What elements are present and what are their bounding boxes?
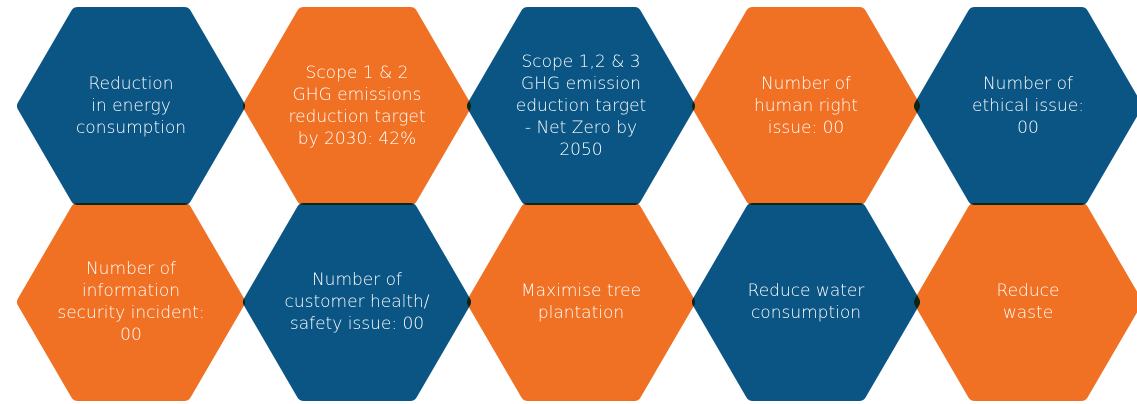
hexagon-label: Reduction xyxy=(89,74,174,94)
hexagon-label: Reduce xyxy=(997,281,1060,301)
hexagon-label: GHG emissions xyxy=(293,85,422,105)
hexagon-label: Number of xyxy=(86,259,176,279)
hexagon-label: Number of xyxy=(312,270,402,290)
hexagon-label: issue: 00 xyxy=(768,118,844,138)
hexagon-label: in energy xyxy=(91,96,171,116)
hexagon xyxy=(17,7,245,205)
hexagon-label: waste xyxy=(1003,303,1053,323)
hexagon-label: eduction target xyxy=(516,96,646,116)
hexagon-label: consumption xyxy=(76,118,186,138)
hexagon xyxy=(692,7,920,205)
hexagon-label: Scope 1 & 2 xyxy=(306,63,409,83)
hexagon xyxy=(914,7,1137,205)
hexagon xyxy=(467,7,695,205)
hexagon-label: consumption xyxy=(751,303,861,323)
hexagon-label: Number of xyxy=(983,74,1073,94)
hexagon-label: information xyxy=(82,281,180,301)
hexagon-label: - Net Zero by xyxy=(525,118,637,138)
hexagon xyxy=(914,203,1137,401)
hexagon-label: plantation xyxy=(538,303,624,323)
hexagon-label: 00 xyxy=(120,325,142,345)
hexagon-label: customer health/ xyxy=(285,292,430,312)
hexagon xyxy=(467,203,695,401)
hexagon-label: reduction target xyxy=(288,107,425,127)
hexagon xyxy=(692,203,920,401)
hexagon-label: Maximise tree xyxy=(521,281,641,301)
hexagon xyxy=(243,203,471,401)
hexagon-label: by 2030: 42% xyxy=(298,129,416,149)
hexagon-label: GHG emission xyxy=(521,74,641,94)
hexagon xyxy=(243,7,471,205)
hexagon-label: Reduce water xyxy=(748,281,865,301)
hexagon-label: security incident: xyxy=(57,303,204,323)
hexagon-label: 2050 xyxy=(559,140,602,160)
hexagon-label: safety issue: 00 xyxy=(290,314,424,334)
hexagon-label: Scope 1,2 & 3 xyxy=(521,52,640,72)
hexagon xyxy=(17,203,245,401)
hexagon-label: human right xyxy=(754,96,858,116)
hexagon-label: 00 xyxy=(1017,118,1039,138)
hexagon-label: Number of xyxy=(761,74,851,94)
hexagon-label: ethical issue: xyxy=(972,96,1084,116)
